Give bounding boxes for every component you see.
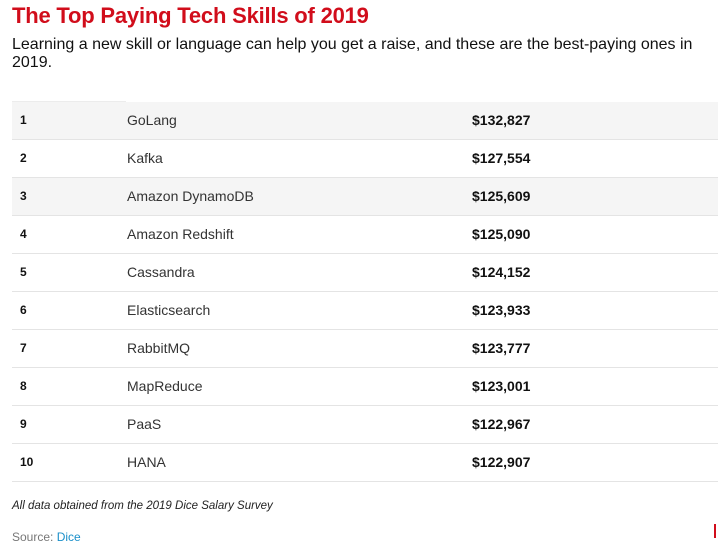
table-row: 6 Elasticsearch $123,933	[12, 292, 718, 330]
chart-subtitle: Learning a new skill or language can hel…	[12, 36, 693, 71]
skill-cell: Kafka	[127, 150, 163, 166]
table-row: 1 GoLang $132,827	[12, 101, 718, 140]
skill-cell: PaaS	[127, 416, 162, 432]
rank-cell: 6	[20, 303, 27, 317]
skill-cell: Amazon Redshift	[127, 226, 234, 242]
rank-cell: 3	[20, 189, 27, 203]
salary-cell: $122,967	[472, 416, 531, 432]
chart-title: The Top Paying Tech Skills of 2019	[12, 3, 369, 28]
salary-cell: $123,001	[472, 378, 531, 394]
skill-cell: HANA	[127, 454, 166, 470]
rank-cell: 9	[20, 417, 27, 431]
skill-cell: Elasticsearch	[127, 302, 211, 318]
rank-cell: 10	[20, 455, 34, 469]
table-row: 3 Amazon DynamoDB $125,609	[12, 178, 718, 216]
salary-cell: $123,777	[472, 340, 531, 356]
salary-cell: $132,827	[472, 112, 531, 128]
salary-cell: $124,152	[472, 264, 531, 280]
skill-cell: RabbitMQ	[127, 340, 191, 356]
table-row: 7 RabbitMQ $123,777	[12, 330, 718, 368]
rank-cell: 2	[20, 151, 27, 165]
skill-cell: MapReduce	[127, 378, 203, 394]
salary-cell: $125,090	[472, 226, 531, 242]
edge-marker	[714, 524, 716, 538]
skill-cell: Amazon DynamoDB	[127, 188, 254, 204]
table-row: 5 Cassandra $124,152	[12, 254, 718, 292]
skill-cell: Cassandra	[127, 264, 195, 280]
table-row: 4 Amazon Redshift $125,090	[12, 216, 718, 254]
table-row: 10 HANA $122,907	[12, 444, 718, 482]
rank-cell: 5	[20, 265, 27, 279]
source-label: Source:	[12, 530, 54, 544]
rank-cell: 8	[20, 379, 27, 393]
rank-cell: 1	[20, 113, 27, 127]
rank-cell: 4	[20, 227, 27, 241]
salary-cell: $123,933	[472, 302, 531, 318]
table-row: 2 Kafka $127,554	[12, 140, 718, 178]
source-line: Source: Dice	[12, 530, 81, 544]
source-link[interactable]: Dice	[56, 530, 81, 544]
rank-cell: 7	[20, 341, 27, 355]
footnote: All data obtained from the 2019 Dice Sal…	[12, 500, 273, 512]
salary-cell: $122,907	[472, 454, 531, 470]
table-row: 8 MapReduce $123,001	[12, 368, 718, 406]
salary-cell: $125,609	[472, 188, 531, 204]
salary-cell: $127,554	[472, 150, 531, 166]
salary-table: 1 GoLang $132,827 2 Kafka $127,554 3 Amazon Dyn…	[12, 101, 718, 482]
skill-cell: GoLang	[127, 112, 177, 128]
table-row: 9 PaaS $122,967	[12, 406, 718, 444]
